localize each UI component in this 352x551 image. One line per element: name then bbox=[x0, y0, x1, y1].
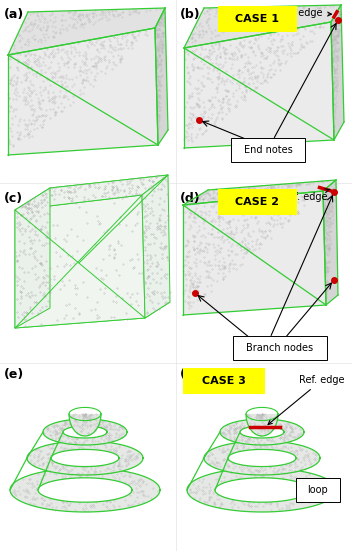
Polygon shape bbox=[246, 414, 278, 436]
Text: CASE 1: CASE 1 bbox=[235, 14, 279, 24]
Text: loop: loop bbox=[308, 485, 328, 495]
Polygon shape bbox=[43, 419, 127, 445]
Text: (b): (b) bbox=[180, 8, 201, 21]
FancyBboxPatch shape bbox=[296, 478, 340, 502]
Text: (f): (f) bbox=[180, 368, 197, 381]
Polygon shape bbox=[204, 441, 320, 475]
Polygon shape bbox=[15, 302, 170, 328]
Text: (a): (a) bbox=[4, 8, 24, 21]
Text: (e): (e) bbox=[4, 368, 24, 381]
Polygon shape bbox=[240, 426, 284, 438]
Text: End notes: End notes bbox=[244, 145, 293, 155]
Text: (c): (c) bbox=[4, 192, 23, 205]
Polygon shape bbox=[63, 426, 107, 438]
Text: Branch nodes: Branch nodes bbox=[246, 343, 314, 353]
Text: CASE 3: CASE 3 bbox=[202, 376, 246, 386]
Polygon shape bbox=[184, 5, 341, 48]
Polygon shape bbox=[187, 468, 337, 512]
Polygon shape bbox=[228, 450, 296, 467]
FancyBboxPatch shape bbox=[231, 138, 305, 162]
Polygon shape bbox=[184, 22, 334, 148]
Polygon shape bbox=[51, 450, 119, 467]
Polygon shape bbox=[8, 8, 165, 55]
Polygon shape bbox=[50, 175, 168, 308]
Polygon shape bbox=[331, 5, 344, 140]
Polygon shape bbox=[15, 195, 145, 328]
Polygon shape bbox=[15, 188, 50, 328]
Polygon shape bbox=[15, 175, 168, 210]
Polygon shape bbox=[27, 441, 143, 475]
Polygon shape bbox=[142, 175, 170, 318]
Text: (d): (d) bbox=[180, 192, 201, 205]
Polygon shape bbox=[183, 180, 336, 205]
FancyBboxPatch shape bbox=[233, 336, 327, 360]
Polygon shape bbox=[8, 28, 158, 155]
Polygon shape bbox=[323, 180, 338, 305]
Polygon shape bbox=[155, 8, 168, 145]
FancyBboxPatch shape bbox=[218, 6, 297, 32]
Text: Ref. edge: Ref. edge bbox=[282, 189, 330, 202]
Text: CASE 2: CASE 2 bbox=[235, 197, 279, 207]
Text: Ref. edge: Ref. edge bbox=[268, 375, 345, 424]
Polygon shape bbox=[38, 478, 132, 502]
Text: Ref. edge: Ref. edge bbox=[277, 8, 332, 18]
Polygon shape bbox=[215, 478, 309, 502]
FancyBboxPatch shape bbox=[218, 189, 297, 215]
FancyBboxPatch shape bbox=[183, 368, 265, 394]
Polygon shape bbox=[69, 414, 101, 436]
Polygon shape bbox=[220, 419, 304, 445]
Polygon shape bbox=[10, 468, 160, 512]
Polygon shape bbox=[183, 191, 326, 315]
